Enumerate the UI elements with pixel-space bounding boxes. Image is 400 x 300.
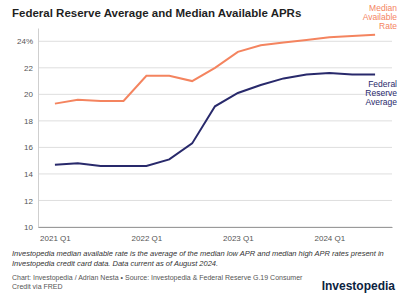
y-tick: 16 [24, 143, 38, 152]
series-line [55, 35, 375, 104]
background [0, 0, 400, 300]
legend: MedianAvailableRate FederalReserveAverage [363, 3, 398, 108]
x-tick-label: 2022 Q1 [132, 234, 163, 243]
y-tick-label: 22 [24, 64, 33, 73]
grid-line [38, 147, 392, 148]
grid-line [38, 94, 392, 95]
x-tick: 2024 Q1 [314, 227, 345, 243]
legend-label: FederalReserveAverage [365, 79, 397, 107]
x-tick-label: 2023 Q1 [223, 234, 254, 243]
y-tick: 12 [24, 197, 38, 206]
y-axis-line [38, 29, 39, 228]
grid-line [38, 227, 392, 228]
x-tick: 2023 Q1 [223, 227, 254, 243]
y-tick: 18 [24, 117, 38, 126]
y-tick: 22 [24, 64, 38, 73]
footnote: Investopedia median available rate is th… [12, 249, 384, 268]
x-tick-label: 2021 Q1 [40, 234, 71, 243]
y-axis: 10 12 14 16 18 20 22 24% [17, 29, 39, 233]
y-tick: 20 [24, 90, 38, 99]
y-tick-label: 20 [24, 90, 33, 99]
x-tick: 2021 Q1 [40, 227, 71, 243]
y-tick-label: 18 [24, 117, 33, 126]
y-tick-label: 10 [24, 223, 33, 232]
plot-area [55, 35, 375, 166]
grid-line [38, 173, 392, 174]
x-tick-label: 2024 Q1 [314, 234, 345, 243]
x-tick: 2022 Q1 [132, 227, 163, 243]
y-tick-label: 14 [24, 170, 33, 179]
logo: Investopedia [322, 279, 396, 293]
legend-label: MedianAvailableRate [363, 3, 398, 31]
y-tick: 24% [17, 37, 38, 46]
grid-line [38, 41, 392, 42]
grid [38, 41, 392, 227]
grid-line [38, 120, 392, 121]
x-axis: 2021 Q1 2022 Q1 2023 Q1 2024 Q1 [39, 227, 393, 243]
y-tick-label: 16 [24, 143, 33, 152]
x-axis-line [39, 227, 393, 228]
source: Chart: Investopedia / Adrian Nesta • Sou… [12, 274, 303, 290]
chart: Federal Reserve Average and Median Avail… [0, 0, 400, 300]
y-tick: 10 [24, 223, 38, 232]
series-line [55, 73, 375, 166]
grid-line [38, 200, 392, 201]
y-tick: 14 [24, 170, 38, 179]
y-tick-label: 12 [24, 197, 33, 206]
y-tick-label: 24% [17, 37, 33, 46]
title: Federal Reserve Average and Median Avail… [12, 7, 301, 19]
